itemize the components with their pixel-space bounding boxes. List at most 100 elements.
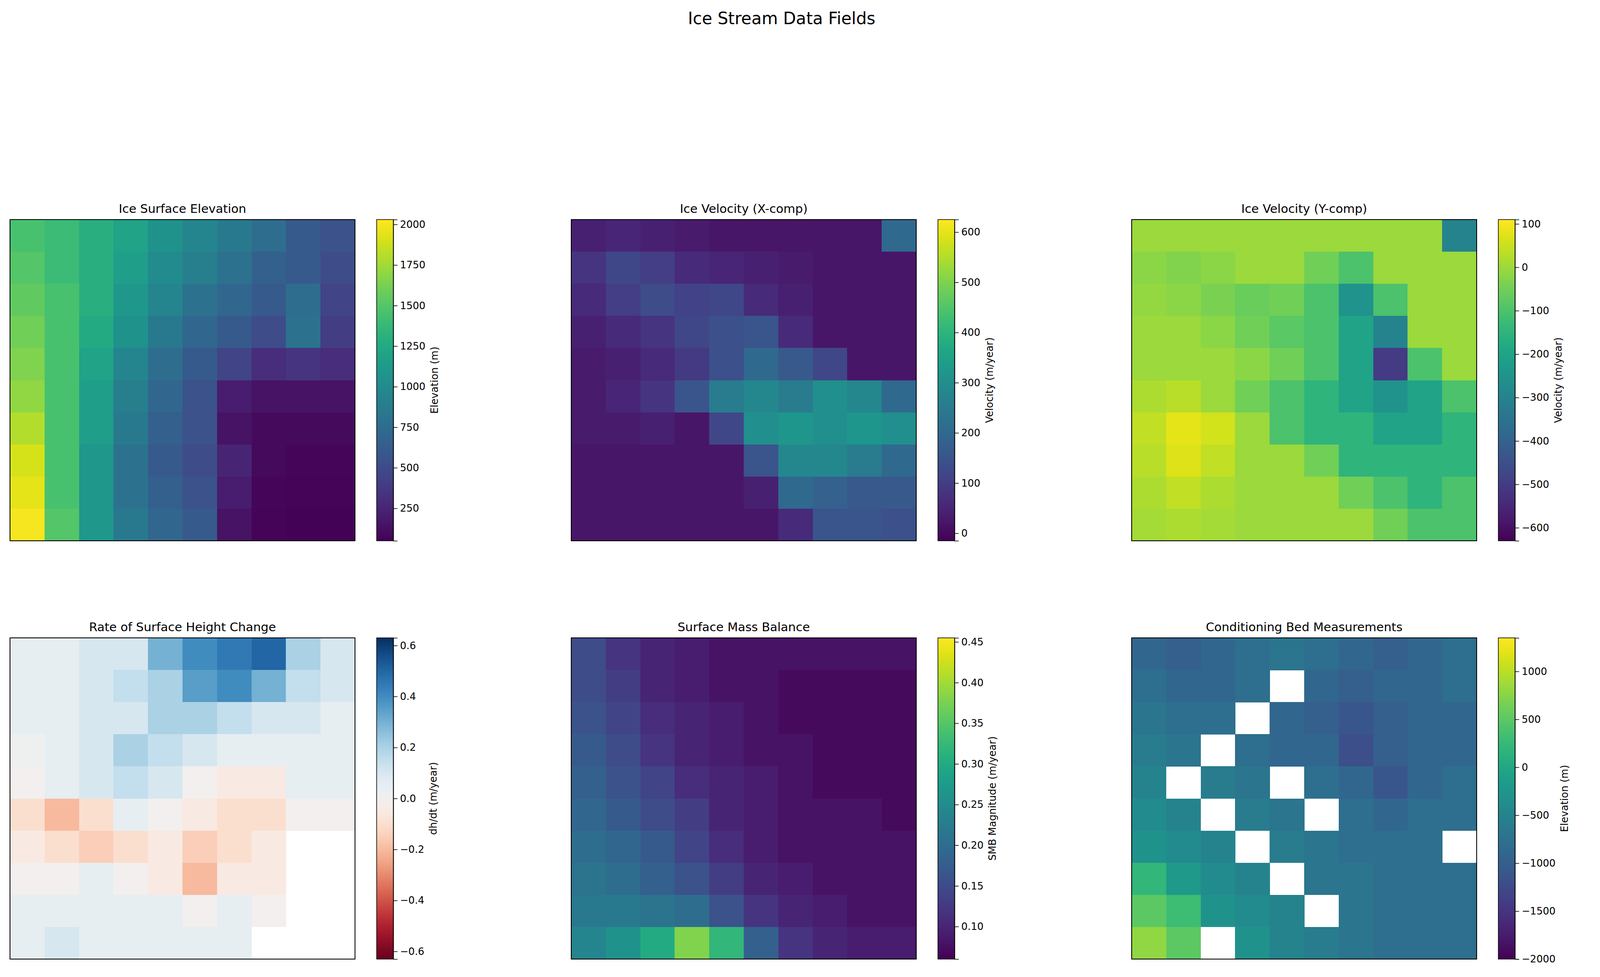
heatmap-cell xyxy=(79,927,114,960)
heatmap-cell xyxy=(1304,830,1339,864)
heatmap-cell xyxy=(251,508,287,541)
heatmap-cell xyxy=(1373,637,1408,671)
heatmap-cell xyxy=(881,766,917,799)
heatmap-cell xyxy=(605,412,641,445)
heatmap-cell xyxy=(10,283,45,317)
heatmap-cell xyxy=(1338,927,1374,960)
heatmap-cell xyxy=(217,380,252,413)
heatmap-cell xyxy=(881,219,917,253)
heatmap-cell xyxy=(709,347,744,381)
heatmap-cell xyxy=(1442,637,1477,671)
heatmap-cell xyxy=(812,283,848,317)
heatmap-cell xyxy=(1338,734,1374,767)
colorbar-label: dh/dt (m/year) xyxy=(427,762,440,835)
heatmap-cell xyxy=(79,283,114,317)
colorbar-tick-label: 0.15 xyxy=(961,880,984,893)
heatmap-cell xyxy=(778,444,813,478)
colorbar-tick-mark xyxy=(954,533,959,535)
heatmap-cell xyxy=(147,734,183,767)
heatmap-cell xyxy=(217,734,252,767)
cells xyxy=(571,219,917,541)
heatmap-cell xyxy=(1338,219,1374,253)
heatmap-cell xyxy=(571,315,606,349)
heatmap-cell xyxy=(847,734,882,767)
colorbar-tick: 0.4 xyxy=(393,690,416,703)
heatmap-cell xyxy=(1131,412,1167,445)
heatmap-cell xyxy=(44,283,80,317)
heatmap-cell xyxy=(571,895,606,928)
heatmap-cell xyxy=(285,283,321,317)
heatmap-cell xyxy=(778,734,813,767)
heatmap-cell xyxy=(1304,380,1339,413)
heatmap-cell xyxy=(44,670,80,703)
heatmap-cell xyxy=(812,637,848,671)
heatmap-cell xyxy=(1166,476,1201,510)
colorbar-tick: 400 xyxy=(954,326,981,339)
heatmap-cell xyxy=(812,412,848,445)
colorbar-tick-mark xyxy=(954,682,959,684)
heatmap-cell xyxy=(709,283,744,317)
colorbar-tick: 1000 xyxy=(1515,665,1548,678)
heatmap-cell xyxy=(743,315,779,349)
heatmap-cell xyxy=(743,670,779,703)
heatmap-cell xyxy=(182,347,218,381)
colorbar-tick: 500 xyxy=(393,462,420,474)
heatmap-cell xyxy=(1407,734,1443,767)
heatmap-cell xyxy=(10,412,45,445)
colorbar-tick: 0.0 xyxy=(393,792,416,805)
heatmap-cell xyxy=(1166,637,1201,671)
heatmap-cell xyxy=(1269,347,1305,381)
heatmap-cell xyxy=(605,766,641,799)
heatmap-cell xyxy=(1131,895,1167,928)
heatmap-cell xyxy=(44,830,80,864)
heatmap-cell xyxy=(10,734,45,767)
heatmap-cell xyxy=(1407,219,1443,253)
colorbar-axis: −600−500−400−300−200−1000100 xyxy=(1515,218,1550,542)
heatmap-cell xyxy=(251,862,287,896)
heatmap-cell xyxy=(674,862,710,896)
heatmap-cell xyxy=(571,734,606,767)
heatmap-cell xyxy=(881,380,917,413)
heatmap-cell xyxy=(847,444,882,478)
heatmap-cell xyxy=(182,702,218,735)
heatmap-cell xyxy=(320,766,355,799)
heatmap-cell xyxy=(147,508,183,541)
colorbar-axis-line xyxy=(1515,220,1520,542)
heatmap-cell xyxy=(1166,862,1201,896)
heatmap-cell xyxy=(743,766,779,799)
colorbar-tick-label: 0 xyxy=(1521,261,1528,274)
heatmap-cell xyxy=(1166,380,1201,413)
heatmap-cell xyxy=(1269,412,1305,445)
heatmap-cell xyxy=(1200,219,1236,253)
heatmap-cell xyxy=(1166,444,1201,478)
heatmap-cell xyxy=(44,927,80,960)
heatmap-cell xyxy=(251,283,287,317)
heatmap-cell xyxy=(640,283,675,317)
heatmap-cell xyxy=(881,895,917,928)
heatmap-cell xyxy=(812,766,848,799)
cells xyxy=(1131,637,1477,960)
heatmap-cell xyxy=(571,798,606,832)
heatmap-cell xyxy=(113,830,148,864)
colorbar-tick: −1500 xyxy=(1515,905,1556,918)
heatmap-cell xyxy=(113,798,148,832)
heatmap-cell xyxy=(640,508,675,541)
heatmap-cell xyxy=(251,830,287,864)
colorbar-tick-label: −500 xyxy=(1521,809,1550,822)
heatmap-cell xyxy=(812,508,848,541)
heatmap-cell xyxy=(1200,862,1236,896)
colorbar-tick-mark xyxy=(393,224,398,225)
colorbar-tick-label: −0.6 xyxy=(400,945,425,958)
heatmap-cell xyxy=(571,670,606,703)
colorbar-label: Velocity (m/year) xyxy=(983,337,996,424)
heatmap-cell xyxy=(251,734,287,767)
heatmap-cell xyxy=(847,347,882,381)
heatmap-cell xyxy=(10,670,45,703)
heatmap-cell xyxy=(881,315,917,349)
heatmap-cell xyxy=(640,830,675,864)
heatmap-cell xyxy=(320,734,355,767)
heatmap-cell xyxy=(217,412,252,445)
heatmap-cell xyxy=(1235,798,1270,832)
heatmap-cell xyxy=(10,444,45,478)
heatmap-cell xyxy=(1407,444,1443,478)
